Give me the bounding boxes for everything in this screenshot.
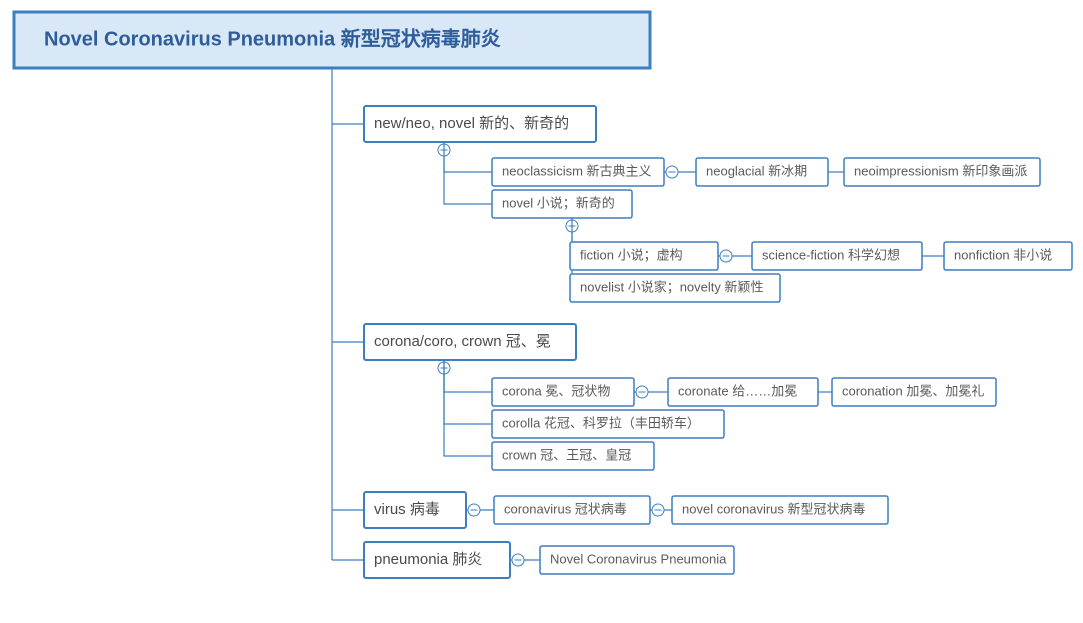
node-label: neoimpressionism 新印象画派 xyxy=(854,163,1027,178)
node-novel[interactable]: novel 小说；新奇的 xyxy=(492,190,632,218)
node-ncp[interactable]: Novel Coronavirus Pneumonia xyxy=(540,546,734,574)
node-label: new/neo, novel 新的、新奇的 xyxy=(374,115,569,132)
node-crown[interactable]: crown 冠、王冠、皇冠 xyxy=(492,442,654,470)
node-label: crown 冠、王冠、皇冠 xyxy=(502,447,631,462)
node-label: pneumonia 肺炎 xyxy=(374,551,482,568)
root-label: Novel Coronavirus Pneumonia 新型冠状病毒肺炎 xyxy=(44,26,501,50)
node-coronation[interactable]: coronation 加冕、加冕礼 xyxy=(832,378,996,406)
node-nonfic[interactable]: nonfiction 非小说 xyxy=(944,242,1072,270)
node-novelist[interactable]: novelist 小说家；novelty 新颖性 xyxy=(570,274,780,302)
node-scifi[interactable]: science-fiction 科学幻想 xyxy=(752,242,922,270)
node-label: science-fiction 科学幻想 xyxy=(762,247,900,262)
node-label: novel 小说；新奇的 xyxy=(502,195,615,211)
node-neoclass[interactable]: neoclassicism 新古典主义 xyxy=(492,158,664,186)
node-fiction[interactable]: fiction 小说；虚构 xyxy=(570,242,718,270)
node-label: fiction 小说；虚构 xyxy=(580,247,683,263)
node-label: novelist 小说家；novelty 新颖性 xyxy=(580,279,764,295)
node-pneu[interactable]: pneumonia 肺炎 xyxy=(364,542,510,578)
node-label: corona 冕、冠状物 xyxy=(502,383,610,398)
node-label: neoclassicism 新古典主义 xyxy=(502,163,652,178)
node-ncov[interactable]: novel coronavirus 新型冠状病毒 xyxy=(672,496,888,524)
node-label: coronate 给……加冕 xyxy=(678,383,797,398)
node-label: neoglacial 新冰期 xyxy=(706,163,807,178)
node-corona[interactable]: corona 冕、冠状物 xyxy=(492,378,634,406)
node-new[interactable]: new/neo, novel 新的、新奇的 xyxy=(364,106,596,142)
node-coronav[interactable]: coronavirus 冠状病毒 xyxy=(494,496,650,524)
mindmap-canvas: Novel Coronavirus Pneumonia 新型冠状病毒肺炎 new/… xyxy=(0,0,1083,623)
node-label: Novel Coronavirus Pneumonia xyxy=(550,551,727,566)
node-virus[interactable]: virus 病毒 xyxy=(364,492,466,528)
node-label: coronavirus 冠状病毒 xyxy=(504,501,627,516)
node-coronate[interactable]: coronate 给……加冕 xyxy=(668,378,818,406)
node-label: corona/coro, crown 冠、冕 xyxy=(374,333,551,350)
node-corolla[interactable]: corolla 花冠、科罗拉（丰田轿车） xyxy=(492,410,724,438)
node-neoglac[interactable]: neoglacial 新冰期 xyxy=(696,158,828,186)
node-neoimpr[interactable]: neoimpressionism 新印象画派 xyxy=(844,158,1040,186)
node-label: novel coronavirus 新型冠状病毒 xyxy=(682,501,866,516)
root-node[interactable]: Novel Coronavirus Pneumonia 新型冠状病毒肺炎 xyxy=(14,12,650,68)
node-label: virus 病毒 xyxy=(374,501,440,518)
node-corona_h[interactable]: corona/coro, crown 冠、冕 xyxy=(364,324,576,360)
node-label: corolla 花冠、科罗拉（丰田轿车） xyxy=(502,415,700,430)
node-label: coronation 加冕、加冕礼 xyxy=(842,383,984,398)
node-label: nonfiction 非小说 xyxy=(954,247,1052,262)
